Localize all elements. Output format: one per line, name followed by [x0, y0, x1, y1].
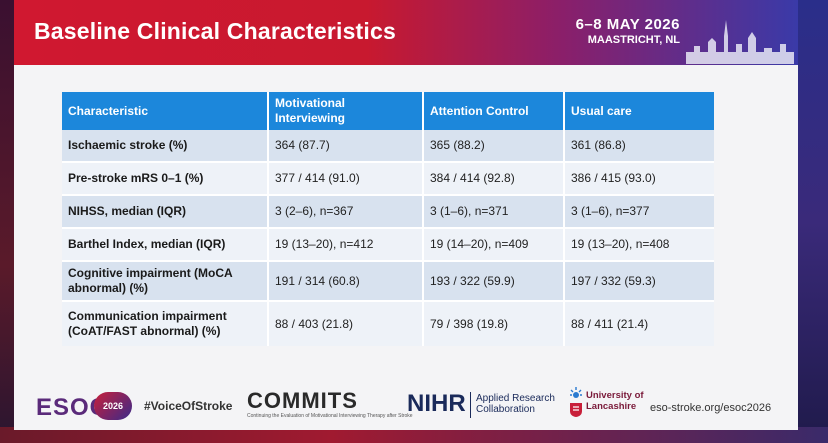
commits-tagline: Continuing the Evaluation of Motivationa…	[247, 413, 413, 419]
nihr-tagline-line1: Applied Research	[476, 393, 555, 404]
esoc-year-badge: 2026	[94, 392, 132, 420]
cell-uc: 361 (86.8)	[563, 130, 714, 162]
cell-ac: 79 / 398 (19.8)	[422, 300, 564, 346]
row-label: Pre-stroke mRS 0–1 (%)	[62, 161, 268, 195]
cell-ac: 365 (88.2)	[422, 130, 564, 162]
cell-mi: 3 (2–6), n=367	[267, 194, 423, 228]
cell-uc: 386 / 415 (93.0)	[563, 161, 714, 195]
cell-ac: 193 / 322 (59.9)	[422, 260, 564, 301]
cell-uc: 3 (1–6), n=377	[563, 194, 714, 228]
row-label: Communication impairment (CoAT/FAST abno…	[62, 300, 268, 346]
skyline-icon	[686, 20, 794, 64]
website-link[interactable]: eso-stroke.org/esoc2026	[650, 402, 772, 414]
slide-header: Baseline Clinical Characteristics 6–8 MA…	[14, 0, 798, 65]
table-row: Communication impairment (CoAT/FAST abno…	[62, 300, 714, 346]
cell-mi: 191 / 314 (60.8)	[267, 260, 423, 301]
university-logo: University of Lancashire	[586, 390, 644, 412]
characteristics-table: Characteristic Motivational Interviewing…	[62, 92, 714, 346]
slide-title: Baseline Clinical Characteristics	[34, 18, 396, 44]
nihr-tagline: Applied Research Collaboration	[476, 393, 555, 415]
sun-icon	[570, 387, 582, 398]
event-location: MAASTRICHT, NL	[587, 34, 680, 46]
nihr-divider	[470, 392, 471, 418]
header-motivational-interviewing: Motivational Interviewing	[267, 92, 423, 130]
hashtag: #VoiceOfStroke	[144, 399, 233, 413]
event-date-line1: 6–8 MAY 2026	[575, 16, 680, 33]
table-row: Pre-stroke mRS 0–1 (%) 377 / 414 (91.0) …	[62, 161, 714, 195]
slide: Baseline Clinical Characteristics 6–8 MA…	[14, 0, 798, 430]
table-row: NIHSS, median (IQR) 3 (2–6), n=367 3 (1–…	[62, 194, 714, 228]
cell-mi: 19 (13–20), n=412	[267, 227, 423, 261]
sponsor-footer: ESOC 2026 #VoiceOfStroke COMMITS Continu…	[14, 380, 798, 430]
row-label: Ischaemic stroke (%)	[62, 130, 268, 162]
cell-uc: 197 / 332 (59.3)	[563, 260, 714, 301]
cell-ac: 19 (14–20), n=409	[422, 227, 564, 261]
header-characteristic: Characteristic	[62, 92, 268, 130]
header-attention-control: Attention Control	[422, 92, 564, 130]
shield-icon	[570, 403, 582, 417]
table-row: Ischaemic stroke (%) 364 (87.7) 365 (88.…	[62, 130, 714, 162]
row-label: NIHSS, median (IQR)	[62, 194, 268, 228]
cell-mi: 364 (87.7)	[267, 130, 423, 162]
cell-mi: 88 / 403 (21.8)	[267, 300, 423, 346]
header-usual-care: Usual care	[563, 92, 714, 130]
cell-uc: 19 (13–20), n=408	[563, 227, 714, 261]
cell-ac: 384 / 414 (92.8)	[422, 161, 564, 195]
backdrop-bottom	[0, 427, 828, 443]
commits-logo: COMMITS	[247, 388, 358, 413]
nihr-logo: NIHR	[407, 390, 466, 417]
table-row: Barthel Index, median (IQR) 19 (13–20), …	[62, 227, 714, 261]
table-row: Cognitive impairment (MoCA abnormal) (%)…	[62, 260, 714, 301]
table-header-row: Characteristic Motivational Interviewing…	[62, 92, 714, 130]
row-label: Barthel Index, median (IQR)	[62, 227, 268, 261]
cell-uc: 88 / 411 (21.4)	[563, 300, 714, 346]
event-date: 6–8 MAY 2026 MAASTRICHT, NL	[576, 16, 680, 46]
nihr-tagline-line2: Collaboration	[476, 404, 535, 415]
university-line1: University of	[586, 390, 644, 401]
cell-ac: 3 (1–6), n=371	[422, 194, 564, 228]
university-line2: Lancashire	[586, 401, 637, 412]
cell-mi: 377 / 414 (91.0)	[267, 161, 423, 195]
row-label: Cognitive impairment (MoCA abnormal) (%)	[62, 260, 268, 301]
